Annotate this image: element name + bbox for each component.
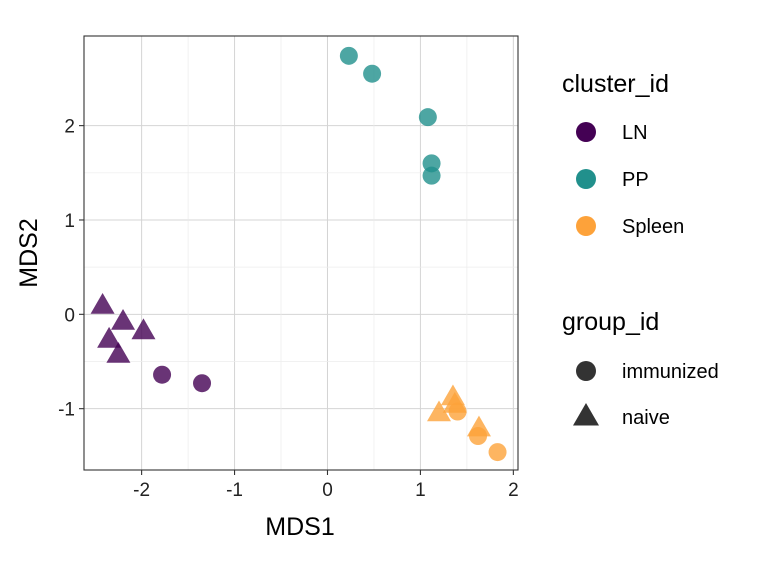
shape-legend: group_id immunized naive <box>562 308 719 429</box>
data-point <box>111 308 136 330</box>
color-legend-item: LN <box>576 122 648 144</box>
data-point <box>422 166 441 185</box>
legend-circle-swatch <box>576 122 596 142</box>
circle-marker <box>488 443 507 462</box>
data-point <box>469 427 488 446</box>
triangle-marker <box>111 308 136 330</box>
circle-marker <box>363 64 382 83</box>
data-point <box>418 108 437 127</box>
data-point <box>427 400 452 422</box>
color-legend-title: cluster_id <box>562 70 669 98</box>
x-tick-label: -1 <box>226 480 243 501</box>
data-point <box>339 46 358 65</box>
circle-marker <box>153 365 172 384</box>
legend-circle-swatch <box>576 169 596 189</box>
data-point <box>106 342 131 363</box>
shape-legend-label: immunized <box>622 361 719 383</box>
panel-border <box>83 35 519 471</box>
data-point <box>193 374 212 393</box>
grid-lines <box>84 36 518 470</box>
shape-legend-item: naive <box>573 403 670 429</box>
color-legend-item: Spleen <box>576 216 684 238</box>
data-point <box>363 64 382 83</box>
axes: -2 -1 0 1 2 -1 0 1 2 <box>58 117 519 501</box>
x-axis-title: MDS1 <box>265 513 334 541</box>
color-legend-label: LN <box>622 122 648 144</box>
legend-triangle-swatch <box>573 403 599 426</box>
color-legend-item: PP <box>576 169 649 191</box>
data-point <box>448 402 467 421</box>
color-legend-label: PP <box>622 169 649 191</box>
data-point <box>488 443 507 462</box>
circle-marker <box>339 46 358 65</box>
color-legend: cluster_id LN PP Spleen <box>562 70 684 238</box>
data-point <box>131 318 156 340</box>
data-point <box>90 292 115 314</box>
data-point <box>97 326 122 348</box>
shape-legend-label: naive <box>622 407 670 429</box>
y-tick-label: 1 <box>64 211 75 232</box>
x-tick-label: -2 <box>133 480 150 501</box>
legend-circle-swatch <box>576 361 596 381</box>
triangle-marker <box>131 318 156 340</box>
shape-legend-title: group_id <box>562 308 659 336</box>
y-tick-label: 2 <box>64 117 75 138</box>
x-tick-label: 1 <box>415 480 426 501</box>
circle-marker <box>448 402 467 421</box>
triangle-marker <box>90 292 115 314</box>
triangle-marker <box>427 400 452 422</box>
circle-marker <box>422 166 441 185</box>
x-tick-label: 0 <box>322 480 333 501</box>
y-tick-label: -1 <box>58 400 75 421</box>
x-tick-label: 2 <box>508 480 519 501</box>
circle-marker <box>193 374 212 393</box>
data-point <box>153 365 172 384</box>
y-tick-label: 0 <box>64 305 75 326</box>
triangle-marker <box>97 326 122 348</box>
triangle-marker <box>106 342 131 363</box>
shape-legend-item: immunized <box>576 361 719 383</box>
circle-marker <box>418 108 437 127</box>
color-legend-label: Spleen <box>622 216 684 238</box>
circle-marker <box>469 427 488 446</box>
legend-circle-swatch <box>576 216 596 236</box>
y-axis-title: MDS2 <box>15 218 43 287</box>
data-points <box>90 46 507 462</box>
